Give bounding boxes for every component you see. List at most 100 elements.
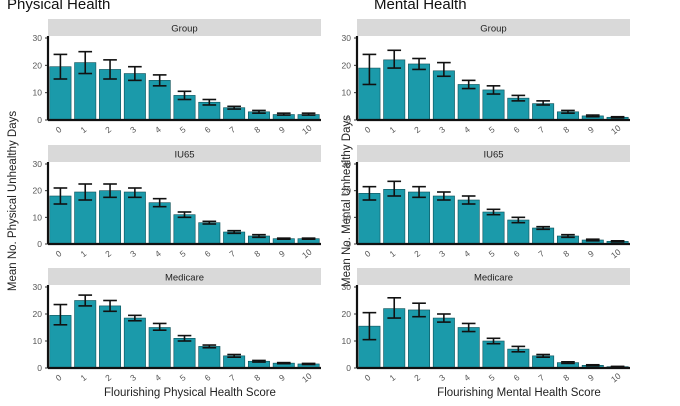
physical-group-xtick-label: 3 (128, 124, 138, 135)
physical-iu65-xtick-label: 8 (252, 248, 262, 259)
physical-medicare-bar (198, 346, 221, 369)
mental-group-xtick-label: 8 (561, 124, 571, 135)
mental-medicare-bar (432, 317, 455, 369)
mental-medicare-ytick-label: 20 (342, 309, 352, 319)
mental-iu65-ytick-label: 30 (342, 159, 352, 169)
mental-group-strip (357, 19, 630, 36)
physical-iu65-bar (148, 202, 171, 245)
mental-medicare-xtick-label: 6 (512, 372, 522, 383)
physical-group-strip (48, 19, 321, 36)
physical-medicare-xtick-label: 1 (78, 372, 88, 383)
mental-iu65-xtick-label: 3 (437, 248, 447, 259)
mental-iu65-bar (408, 191, 431, 245)
mental-iu65-xtick-label: 9 (586, 248, 596, 259)
physical-medicare-strip-label: Medicare (165, 273, 204, 284)
physical-group-xtick-label: 6 (203, 124, 213, 135)
mental-group-xtick-label: 1 (387, 124, 397, 135)
physical-iu65-bar (173, 214, 196, 245)
mental-medicare-bar (482, 340, 505, 369)
physical-medicare-xtick-label: 9 (277, 372, 287, 383)
physical-medicare-ytick-label: 20 (33, 309, 43, 319)
physical-medicare-ytick-label: 30 (33, 282, 43, 292)
mental-iu65-xtick-label: 0 (363, 248, 373, 259)
mental-iu65-xtick-label: 5 (487, 248, 497, 259)
physical-medicare-bar (99, 305, 122, 369)
mental-group-xtick-label: 3 (437, 124, 447, 135)
physical-iu65-xtick-label: 5 (178, 248, 188, 259)
physical-medicare-xtick-label: 4 (153, 372, 163, 383)
physical-iu65-ytick-label: 10 (33, 212, 43, 222)
physical-iu65-xtick-label: 4 (153, 248, 163, 259)
physical-iu65-xtick-label: 10 (300, 247, 314, 261)
mental-group-xtick-label: 10 (609, 123, 623, 137)
physical-iu65-bar (123, 191, 146, 245)
mental-medicare-xtick-label: 3 (437, 372, 447, 383)
physical-iu65-ytick-label: 20 (33, 186, 43, 196)
mental-group-ytick-label: 30 (342, 33, 352, 43)
physical-group-xtick-label: 9 (277, 124, 287, 135)
mental-group-ytick-label: 0 (346, 115, 351, 125)
physical-group-ytick-label: 0 (37, 115, 42, 125)
physical-group-xtick-label: 8 (252, 124, 262, 135)
physical-medicare-xtick-label: 5 (178, 372, 188, 383)
mental-medicare-xtick-label: 10 (609, 371, 623, 385)
mental-group-xtick-label: 9 (586, 124, 596, 135)
physical-medicare-ytick-label: 10 (33, 336, 43, 346)
mental-group-bar (432, 70, 455, 121)
physical-iu65-strip-label: IU65 (174, 150, 194, 161)
mental-group-strip-label: Group (480, 24, 506, 35)
physical-group-xtick-label: 5 (178, 124, 188, 135)
mental-iu65-ytick-label: 10 (342, 212, 352, 222)
physical-group-ytick-label: 10 (33, 88, 43, 98)
mental-iu65-ytick-label: 0 (346, 239, 351, 249)
mental-medicare-xtick-label: 8 (561, 372, 571, 383)
physical-iu65-ytick-label: 30 (33, 159, 43, 169)
mental-iu65-xtick-label: 1 (387, 248, 397, 259)
mental-medicare-xtick-label: 4 (462, 372, 472, 383)
physical-medicare-xtick-label: 6 (203, 372, 213, 383)
mental-iu65-xtick-label: 7 (536, 248, 546, 259)
mental-iu65-bar (457, 199, 480, 245)
mental-medicare-strip (357, 268, 630, 285)
mental-iu65-xtick-label: 4 (462, 248, 472, 259)
physical-iu65-xtick-label: 1 (78, 248, 88, 259)
mental-group-xtick-label: 6 (512, 124, 522, 135)
mental-medicare-xtick-label: 9 (586, 372, 596, 383)
mental-group-bar (408, 63, 431, 121)
mental-medicare-strip-label: Medicare (474, 273, 513, 284)
physical-group-xtick-label: 2 (103, 124, 113, 135)
mental-medicare-ytick-label: 30 (342, 282, 352, 292)
mental-group-xtick-label: 2 (412, 124, 422, 135)
physical-medicare-xtick-label: 3 (128, 372, 138, 383)
mental-medicare-ytick-label: 0 (346, 363, 351, 373)
mental-iu65-bar (432, 195, 455, 245)
physical-iu65-xtick-label: 9 (277, 248, 287, 259)
mental-iu65-bar (358, 193, 381, 245)
mental-iu65-bar (532, 227, 555, 245)
physical-x-axis-label: Flourishing Physical Health Score (104, 387, 276, 399)
physical-medicare-bar (148, 327, 171, 369)
physical-medicare-xtick-label: 0 (54, 372, 64, 383)
physical-group-xtick-label: 0 (54, 124, 64, 135)
physical-group-xtick-label: 4 (153, 124, 163, 135)
physical-iu65-xtick-label: 0 (54, 248, 64, 259)
mental-group-bar (532, 103, 555, 121)
physical-medicare-ytick-label: 0 (37, 363, 42, 373)
physical-medicare-strip (48, 268, 321, 285)
physical-group-ytick-label: 30 (33, 33, 43, 43)
mental-medicare-xtick-label: 2 (412, 372, 422, 383)
physical-medicare-bar (74, 300, 97, 369)
physical-iu65-xtick-label: 6 (203, 248, 213, 259)
mental-iu65-bar (482, 211, 505, 245)
mental-iu65-xtick-label: 8 (561, 248, 571, 259)
physical-medicare-xtick-label: 7 (227, 372, 237, 383)
physical-iu65-ytick-label: 0 (37, 239, 42, 249)
physical-medicare-xtick-label: 8 (252, 372, 262, 383)
mental-iu65-xtick-label: 10 (609, 247, 623, 261)
mental-group-xtick-label: 0 (363, 124, 373, 135)
physical-medicare-xtick-label: 2 (103, 372, 113, 383)
mental-health-title: Mental Health (374, 0, 467, 13)
mental-iu65-xtick-label: 2 (412, 248, 422, 259)
mental-iu65-strip (357, 145, 630, 162)
